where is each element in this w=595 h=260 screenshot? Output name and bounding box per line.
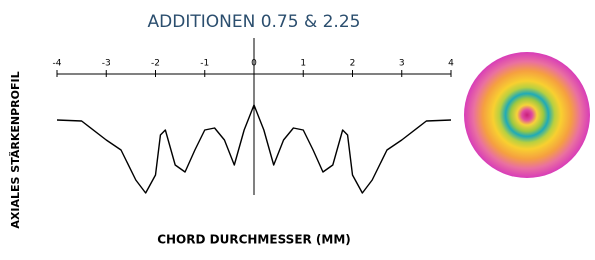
x-tick-label: -4 bbox=[53, 59, 62, 69]
chart-title: ADDITIONEN 0.75 & 2.25 bbox=[148, 12, 361, 32]
x-tick-label: 2 bbox=[350, 59, 356, 69]
x-tick-label: 4 bbox=[448, 59, 454, 69]
x-tick-label: 0 bbox=[251, 59, 257, 69]
x-tick-label: 1 bbox=[300, 59, 306, 69]
x-tick-label: -3 bbox=[102, 59, 111, 69]
y-axis-label: AXIALES STÄRKENPROFIL bbox=[8, 71, 22, 228]
chart: ADDITIONEN 0.75 & 2.25 AXIALES STÄRKENPR… bbox=[0, 0, 595, 260]
x-tick-label: -2 bbox=[151, 59, 160, 69]
lens-disc bbox=[464, 52, 590, 178]
x-tick-label: -1 bbox=[200, 59, 209, 69]
x-tick-label: 3 bbox=[399, 59, 405, 69]
x-axis-label: CHORD DURCHMESSER (MM) bbox=[157, 233, 351, 247]
